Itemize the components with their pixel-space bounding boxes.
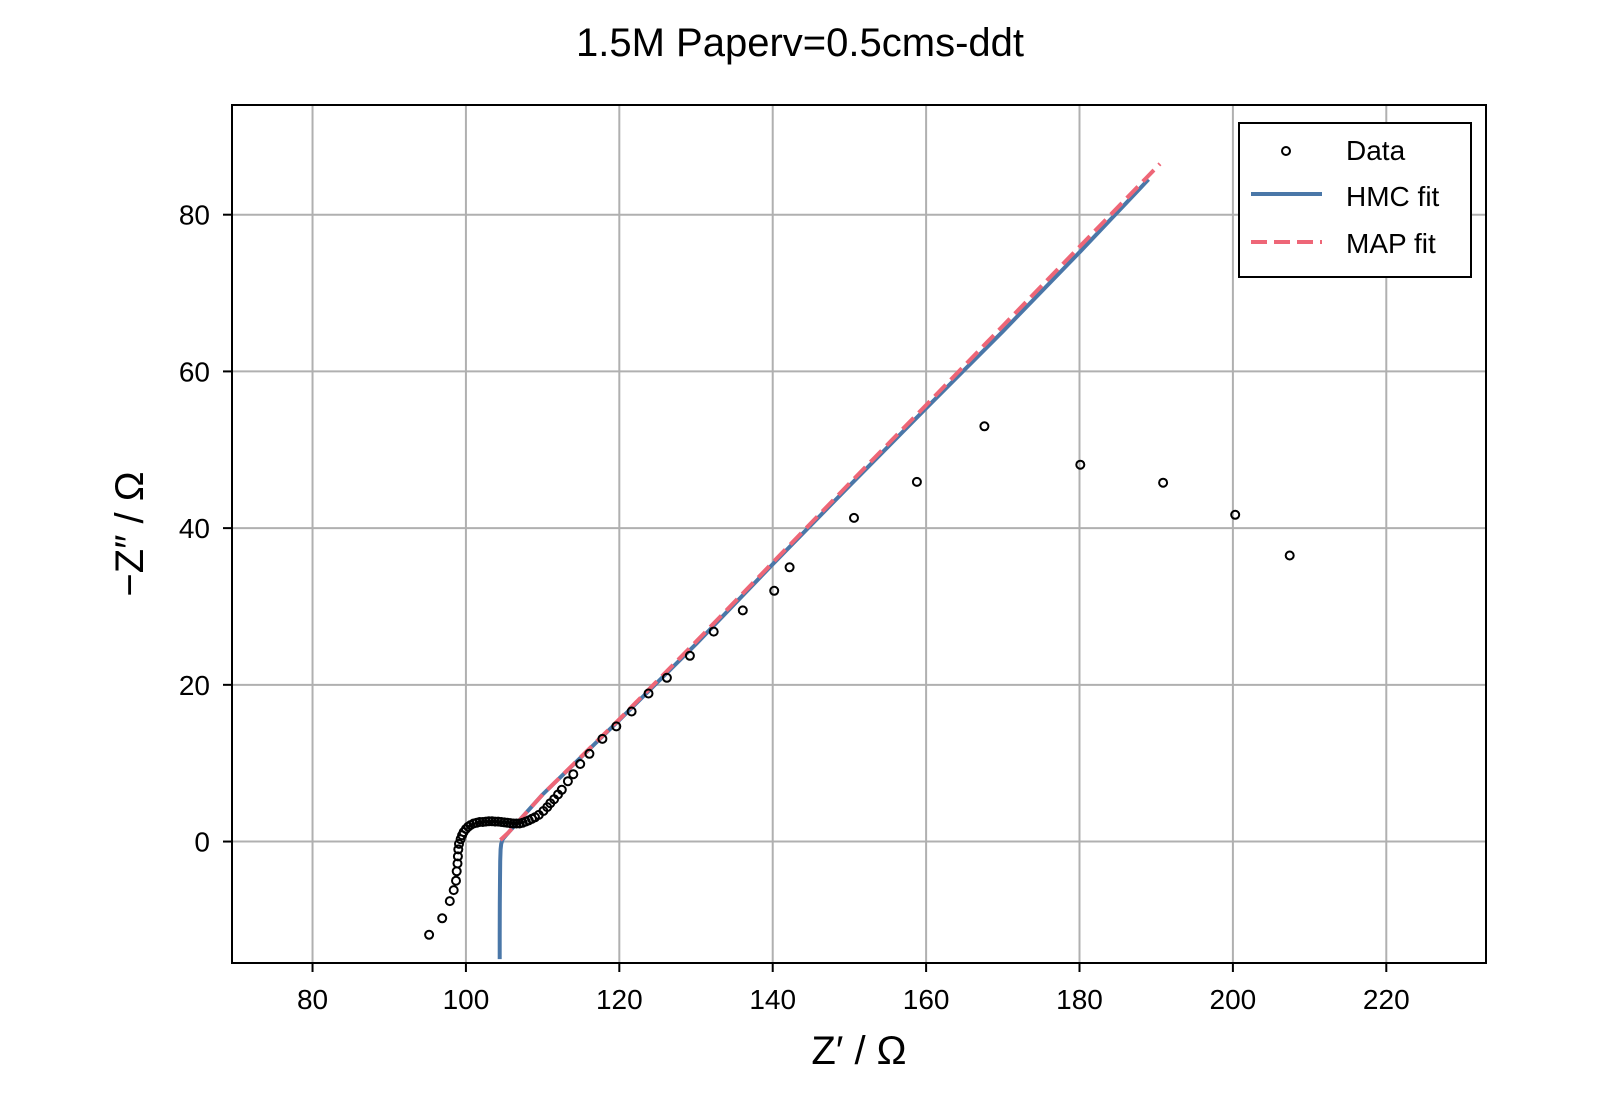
- chart-title: 1.5M Paperv=0.5cms-ddt: [576, 21, 1024, 65]
- data-point: [568, 769, 579, 780]
- x-tick-label: 180: [1056, 984, 1103, 1015]
- data-point: [511, 818, 522, 829]
- data-point: [626, 706, 637, 717]
- data-point: [708, 626, 719, 637]
- data-point: [444, 896, 455, 907]
- data-point: [1230, 509, 1241, 520]
- data-point: [451, 875, 461, 886]
- legend-label-data: Data: [1346, 135, 1406, 166]
- x-axis-label: Z′ / Ω: [811, 1029, 906, 1073]
- y-tick-label: 60: [179, 356, 210, 387]
- x-axis-ticks: 80 100 120 140 160 180 200 220: [297, 963, 1410, 1015]
- data-point: [684, 650, 695, 661]
- legend: Data HMC fit MAP fit: [1238, 122, 1472, 278]
- data-point: [597, 733, 608, 744]
- x-tick-label: 220: [1363, 984, 1410, 1015]
- data-point: [784, 562, 795, 573]
- data-point: [611, 721, 622, 732]
- data-points: [424, 421, 1295, 940]
- data-point: [769, 585, 780, 596]
- data-point: [562, 776, 573, 787]
- x-tick-label: 160: [903, 984, 950, 1015]
- y-axis-ticks: 0 20 40 60 80: [179, 200, 232, 858]
- data-point: [1284, 550, 1295, 561]
- data-point: [556, 784, 567, 795]
- data-point: [1158, 477, 1169, 488]
- data-point: [911, 476, 922, 487]
- data-point: [979, 421, 990, 432]
- x-tick-label: 80: [297, 984, 328, 1015]
- data-point: [849, 512, 859, 523]
- x-tick-label: 140: [749, 984, 796, 1015]
- data-point: [454, 838, 464, 849]
- data-point: [448, 885, 459, 896]
- data-point: [483, 816, 494, 827]
- data-point: [453, 844, 464, 855]
- y-tick-label: 20: [179, 670, 210, 701]
- legend-label-map: MAP fit: [1346, 228, 1436, 259]
- y-tick-label: 80: [179, 200, 210, 231]
- data-point: [584, 748, 595, 759]
- data-point: [737, 605, 748, 616]
- data-point: [661, 672, 672, 683]
- legend-data-marker: [1281, 146, 1291, 156]
- y-axis-label: −Z″ / Ω: [108, 471, 152, 596]
- y-tick-label: 40: [179, 513, 210, 544]
- x-tick-label: 200: [1210, 984, 1257, 1015]
- data-point: [575, 759, 586, 769]
- legend-label-hmc: HMC fit: [1346, 181, 1440, 212]
- data-point: [1075, 459, 1086, 470]
- data-point: [437, 913, 448, 924]
- legend-frame: [1238, 122, 1472, 278]
- x-tick-label: 100: [443, 984, 490, 1015]
- plot-frame: [231, 104, 1487, 964]
- y-tick-label: 0: [194, 827, 210, 858]
- data-point: [643, 688, 654, 699]
- x-tick-label: 120: [596, 984, 643, 1015]
- fit-lines: [497, 162, 1162, 960]
- data-point: [424, 929, 435, 940]
- data-point: [474, 817, 485, 827]
